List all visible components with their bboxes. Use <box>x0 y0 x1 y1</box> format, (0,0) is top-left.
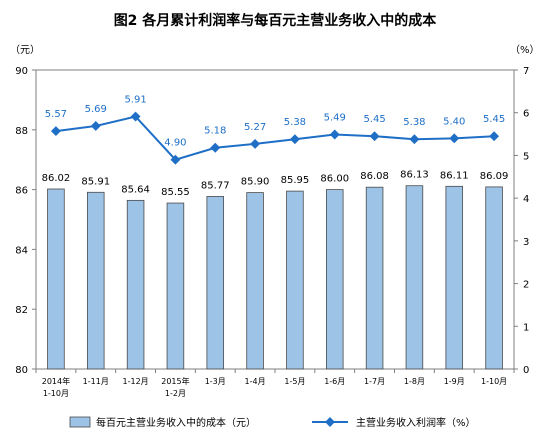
bar-data-label: 86.13 <box>400 170 429 181</box>
line-data-label: 5.38 <box>403 117 425 128</box>
line-point <box>289 134 300 145</box>
left-axis-tick-label: 84 <box>15 245 28 256</box>
line-point <box>170 154 181 165</box>
bar <box>206 196 225 370</box>
right-axis-tick-label: 7 <box>523 66 529 77</box>
x-axis-tick-label: 1-2月 <box>165 389 186 398</box>
right-axis-tick-label: 4 <box>523 194 529 205</box>
bar-data-label: 85.90 <box>241 177 270 188</box>
bar-data-label: 85.55 <box>161 187 190 198</box>
right-axis-tick-label: 6 <box>523 109 529 120</box>
left-axis-unit: （元） <box>10 44 40 56</box>
bar-data-label: 85.64 <box>121 184 150 195</box>
bar <box>86 191 105 370</box>
chart-title: 图2 各月累计利润率与每百元主营业务收入中的成本 <box>114 12 438 29</box>
line-point <box>130 111 141 122</box>
line-point <box>489 131 500 142</box>
x-axis-tick-label: 1-8月 <box>404 377 425 386</box>
line-data-label: 5.91 <box>124 95 146 106</box>
line-data-label: 4.90 <box>164 138 186 149</box>
right-axis-tick-label: 3 <box>523 237 529 248</box>
legend-label-bar: 每百元主营业务收入中的成本（元） <box>96 416 256 429</box>
right-axis-tick-label: 0 <box>523 365 529 376</box>
plot-frame <box>35 69 515 370</box>
bar <box>286 190 304 370</box>
line-data-label: 5.38 <box>284 117 306 128</box>
line-data-label: 5.45 <box>363 114 385 125</box>
bar-data-label: 86.00 <box>320 174 349 185</box>
x-axis-tick-label: 1-10月 <box>481 377 507 386</box>
line-point <box>449 133 460 144</box>
x-axis-tick-label: 1-7月 <box>364 377 385 386</box>
x-axis-tick-label: 1-5月 <box>284 377 305 386</box>
bar-data-label: 85.95 <box>281 175 310 186</box>
left-axis-tick-label: 82 <box>15 305 28 316</box>
right-axis-tick-label: 2 <box>523 280 529 291</box>
left-axis-tick-label: 88 <box>15 126 28 137</box>
right-axis-tick-label: 1 <box>523 322 529 333</box>
line-point <box>90 121 101 131</box>
plot-area: 80 82 84 86 88 90 0 1 2 3 4 5 6 7 2014年 1-10月 1-11月 1-12月… <box>15 66 529 398</box>
right-axis-unit: （%） <box>510 44 540 56</box>
line-point <box>250 138 261 149</box>
line-data-label: 5.69 <box>85 104 107 115</box>
profit-margin-line <box>55 115 495 161</box>
x-axis-tick-label: 1-9月 <box>444 377 465 386</box>
line-point <box>210 142 221 153</box>
bar-data-label: 85.77 <box>201 180 230 191</box>
x-axis-tick-label: 1-12月 <box>123 377 149 386</box>
line-data-label: 5.18 <box>204 126 226 137</box>
left-axis-tick-label: 90 <box>15 66 28 77</box>
line-point <box>369 131 380 142</box>
right-axis-tick-label: 5 <box>523 151 529 162</box>
bar <box>445 185 464 370</box>
bar <box>166 202 185 370</box>
legend: 每百元主营业务收入中的成本（元） 主营业务收入利润率（%） <box>69 416 476 429</box>
x-axis-tick-label: 1-11月 <box>83 377 109 386</box>
bar <box>485 186 503 370</box>
x-axis-tick-label: 1-4月 <box>245 377 266 386</box>
bar <box>126 199 145 370</box>
x-axis-tick-label: 1-10月 <box>43 389 69 398</box>
bar <box>365 186 384 370</box>
left-axis-tick-label: 86 <box>15 186 28 197</box>
line-data-label: 5.40 <box>443 116 465 127</box>
left-axis-tick-label: 80 <box>15 365 28 376</box>
bar-data-label: 85.91 <box>81 176 110 187</box>
bar-data-label: 86.08 <box>360 171 389 182</box>
x-axis-tick-label: 2015年 <box>161 376 189 386</box>
line-data-label: 5.57 <box>45 109 67 120</box>
legend-label-line: 主营业务收入利润率（%） <box>356 416 476 429</box>
x-axis-tick-label: 1-3月 <box>205 377 226 386</box>
line-data-label: 5.27 <box>244 122 266 133</box>
bar-data-label: 86.02 <box>42 173 71 184</box>
legend-swatch-marker <box>325 417 335 427</box>
x-axis-tick-label: 1-6月 <box>324 377 345 386</box>
bar <box>47 188 65 370</box>
line-point <box>329 129 340 140</box>
line-point <box>409 134 420 145</box>
line-point <box>50 126 61 137</box>
bar <box>405 185 424 370</box>
line-data-label: 5.45 <box>483 114 505 125</box>
x-axis-tick-label: 2014年 <box>42 376 70 386</box>
legend-swatch-bar <box>69 416 91 428</box>
bar-data-label: 86.09 <box>480 171 509 182</box>
bar-data-label: 86.11 <box>440 170 469 181</box>
line-data-label: 5.49 <box>324 112 346 123</box>
bar <box>246 192 264 370</box>
bar <box>325 189 344 370</box>
